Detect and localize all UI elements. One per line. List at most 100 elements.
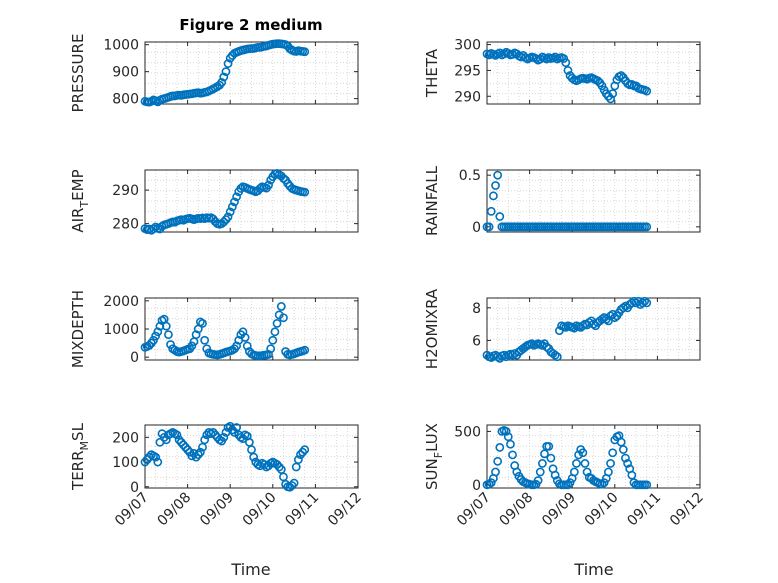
data-point: [484, 479, 494, 489]
data-point: [240, 333, 250, 342]
data-point: [610, 313, 620, 322]
data-point: [503, 432, 513, 442]
data-point: [202, 344, 212, 354]
x-tick-label: 09/08: [155, 490, 195, 530]
data-point: [219, 72, 229, 82]
y-tick-label: 800: [112, 92, 139, 108]
data-point: [181, 442, 190, 452]
data-point: [149, 335, 158, 345]
data-point: [210, 430, 220, 440]
axes-box: [486, 424, 701, 489]
data-point: [153, 327, 163, 337]
data-point: [166, 340, 175, 349]
data-point: [493, 170, 503, 180]
data-point: [232, 341, 241, 351]
y-axis-label: H2OMIXRA: [423, 288, 441, 369]
y-tick-label: 1000: [103, 322, 139, 338]
data-point: [537, 459, 547, 468]
data-point: [159, 432, 169, 442]
x-axis-label-right: Time: [573, 560, 613, 579]
data-point: [574, 450, 583, 460]
data-point: [230, 197, 239, 207]
data-point: [638, 298, 647, 308]
data-point: [274, 462, 284, 472]
data-point: [484, 222, 494, 232]
data-point: [535, 54, 545, 64]
subplot-sun-flux: 0 500 09/07 09/08 09/09 09/10 09/11 09/12 SUNFLU…: [423, 423, 707, 529]
axes-box: [486, 41, 701, 105]
data-point: [223, 59, 233, 68]
data-point: [298, 447, 308, 457]
y-tick-label: 200: [112, 430, 139, 446]
data-point: [508, 450, 517, 460]
x-axis-label-left: Time: [230, 560, 270, 579]
subplot-theta: 290 295 300 THETA: [423, 38, 701, 105]
x-tick-label: 09/10: [582, 490, 622, 530]
y-axis-label: TERRMSL: [69, 422, 91, 491]
data-point: [642, 480, 652, 490]
data-point: [279, 173, 288, 183]
y-tick-label: 295: [454, 63, 481, 79]
data-point: [151, 452, 161, 462]
y-axis-label: MIXDEPTH: [69, 290, 87, 368]
data-point: [561, 322, 571, 332]
data-point: [533, 476, 543, 485]
data-point: [276, 302, 286, 311]
data-point: [606, 311, 615, 321]
data-point: [606, 459, 615, 468]
data-point: [268, 335, 278, 345]
data-point: [187, 341, 197, 351]
x-tick-label: 09/07: [454, 490, 494, 530]
y-tick-label: 0: [130, 480, 139, 496]
subplot-rainfall: 0 0.5 RAINFALL: [423, 165, 701, 236]
data-point: [217, 78, 227, 87]
y-tick-label: 6: [472, 333, 481, 349]
y-tick-label: 8: [472, 301, 481, 317]
subplot-mixdepth: 0 1000 2000 MIXDEPTH: [69, 290, 359, 368]
data-point: [621, 453, 630, 463]
y-tick-label: 0: [472, 478, 481, 494]
data-point: [191, 330, 201, 340]
data-point: [266, 344, 276, 354]
data-point: [300, 47, 310, 57]
data-point: [597, 479, 607, 489]
data-point: [561, 58, 571, 68]
axes-box: [486, 297, 701, 361]
data-point: [219, 217, 229, 227]
data-point: [565, 478, 575, 488]
data-point: [540, 449, 549, 459]
data-point: [572, 459, 581, 468]
y-axis-label: SUNFLUX: [423, 423, 445, 490]
data-point: [544, 441, 554, 451]
data-point: [144, 452, 154, 462]
data-point: [623, 459, 632, 468]
data-point: [142, 455, 152, 464]
data-point: [293, 455, 303, 464]
data-point: [493, 456, 503, 466]
data-point: [616, 71, 626, 80]
data-point: [172, 430, 182, 440]
y-tick-label: 280: [112, 217, 139, 233]
data-point: [161, 435, 171, 445]
data-point: [176, 437, 186, 447]
data-point: [219, 432, 229, 442]
y-tick-label: 0.5: [459, 168, 481, 184]
data-point: [155, 321, 165, 331]
data-point: [236, 184, 246, 193]
data-point: [242, 341, 252, 351]
y-tick-label: 1000: [103, 38, 139, 54]
x-tick-label: 09/09: [197, 490, 237, 530]
data-point: [495, 443, 505, 452]
data-point: [232, 192, 241, 202]
data-point: [495, 212, 505, 221]
data-point: [606, 94, 615, 104]
data-point: [488, 191, 498, 201]
data-point: [227, 425, 237, 435]
data-point: [161, 321, 171, 331]
data-point: [296, 450, 305, 460]
data-point: [580, 459, 590, 468]
y-tick-label: 0: [130, 350, 139, 366]
data-point: [264, 349, 273, 359]
data-point: [550, 470, 560, 480]
